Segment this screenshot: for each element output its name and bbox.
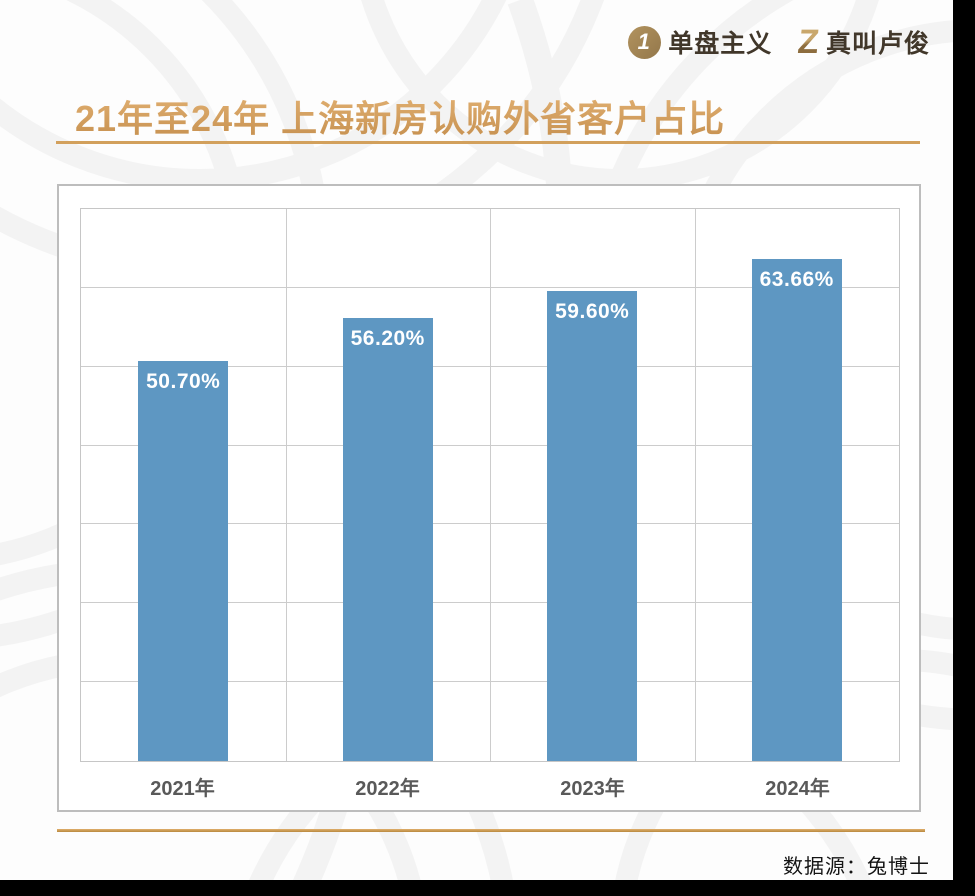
header-brands: 1 单盘主义 Z 真叫卢俊 [628,23,930,61]
bar-value-label: 50.70% [146,370,221,394]
bar-value-label: 63.66% [759,268,834,291]
brand-zhenjiaolujun: Z 真叫卢俊 [796,23,930,61]
x-axis-label: 2021年 [150,778,215,800]
danpanzhuyi-logo-icon: 1 [628,25,662,59]
footer-divider [57,829,925,832]
x-axis-labels: 2021年 2022年 2023年 2024年 [80,774,900,804]
x-axis-label: 2023年 [560,778,625,800]
chart-plot-area: 50.70% 56.20% 59.60% 63.66% [80,208,900,762]
brand-zhenjiaolujun-label: 真叫卢俊 [825,30,930,58]
gridline-vertical [285,209,287,761]
bar-value-label: 56.20% [350,326,425,350]
bar-column: 56.20% [286,209,491,761]
x-axis-label: 2022年 [355,778,420,800]
right-black-bar [953,0,975,896]
x-axis-label: 2024年 [765,778,830,800]
brand-danpanzhuyi-label: 单盘主义 [668,30,773,58]
bottom-black-bar [0,880,975,896]
logo-number-one: 1 [637,29,650,54]
zhenjiaolujun-logo-icon: Z [796,23,821,61]
bar-2022年: 56.20% [342,317,433,761]
gridline-vertical [694,209,696,761]
data-source-label: 数据源：兔博士 [783,856,930,878]
chart-card: 50.70% 56.20% 59.60% 63.66% 2021年 2022年 2023年… [57,184,921,812]
bar-value-label: 59.60% [555,300,630,324]
bar-column: 59.60% [490,209,695,761]
bar-2023年: 59.60% [547,291,638,761]
bar-column: 63.66% [695,209,900,761]
page-title: 21年至24年 上海新房认购外省客户占比 [75,90,725,142]
brand-danpanzhuyi: 1 单盘主义 [628,24,772,60]
bar-2024年: 63.66% [751,259,842,761]
title-divider [56,141,920,144]
bar-column: 50.70% [81,209,286,761]
gridline-vertical [490,209,491,761]
bar-2021年: 50.70% [138,361,229,761]
